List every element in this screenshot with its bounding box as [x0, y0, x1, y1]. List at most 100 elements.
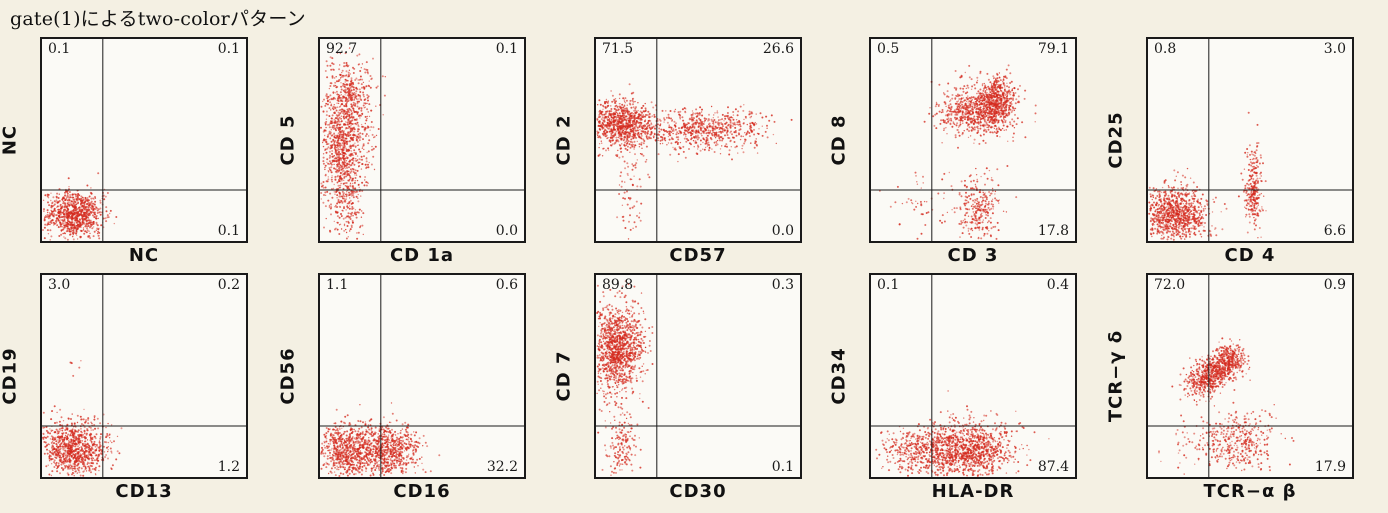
data-point	[340, 94, 342, 96]
data-point	[726, 145, 728, 148]
data-point	[617, 136, 619, 139]
data-point	[632, 137, 635, 140]
data-point	[696, 144, 699, 147]
data-point	[606, 132, 608, 134]
data-point	[701, 114, 704, 117]
data-point	[650, 131, 653, 133]
data-point	[344, 94, 346, 96]
data-point	[603, 134, 606, 137]
data-point	[345, 97, 347, 99]
data-point	[62, 200, 65, 203]
data-point	[677, 111, 680, 114]
data-point	[725, 143, 728, 146]
data-point	[668, 133, 670, 135]
data-point	[749, 122, 752, 125]
data-point	[993, 119, 996, 122]
data-point	[1000, 98, 1002, 101]
data-point	[100, 224, 103, 227]
data-point	[62, 232, 64, 235]
data-point	[668, 132, 671, 134]
data-point	[609, 141, 612, 143]
data-point	[982, 97, 985, 100]
data-point	[616, 153, 619, 156]
data-point	[967, 104, 970, 107]
data-point	[346, 100, 349, 103]
data-point	[336, 197, 338, 199]
data-point	[975, 113, 978, 115]
data-point	[344, 216, 347, 219]
data-point	[97, 208, 100, 211]
data-point	[355, 159, 358, 162]
data-point	[941, 109, 944, 111]
data-point	[625, 121, 628, 124]
data-point	[335, 76, 337, 78]
data-point	[996, 81, 998, 84]
data-point	[947, 82, 950, 85]
data-point	[345, 175, 348, 178]
data-point	[109, 212, 111, 215]
data-point	[56, 192, 59, 195]
data-point	[73, 222, 76, 224]
data-point	[979, 134, 982, 136]
data-point	[326, 103, 329, 106]
data-point	[360, 159, 362, 161]
data-point	[92, 206, 94, 208]
data-point	[72, 201, 74, 203]
data-point	[341, 108, 343, 111]
data-point	[772, 133, 775, 136]
data-point	[727, 123, 730, 126]
data-point	[335, 129, 337, 132]
data-point	[349, 130, 352, 133]
data-point	[986, 103, 988, 106]
data-point	[960, 117, 963, 120]
data-point	[350, 89, 353, 92]
data-point	[329, 115, 331, 117]
data-point	[649, 127, 652, 130]
data-point	[743, 104, 745, 106]
data-point	[80, 209, 83, 212]
data-point	[647, 120, 650, 122]
data-point	[960, 108, 962, 110]
data-point	[47, 201, 49, 204]
y-axis-label: NC	[0, 124, 21, 156]
data-point	[364, 179, 366, 181]
data-point	[680, 127, 683, 130]
data-point	[740, 135, 743, 138]
data-point	[336, 174, 339, 177]
data-point	[642, 154, 645, 157]
data-point	[975, 118, 977, 120]
data-point	[90, 223, 92, 226]
data-point	[604, 132, 607, 135]
data-point	[354, 104, 357, 107]
data-point	[75, 206, 78, 209]
data-point	[639, 126, 641, 128]
data-point	[80, 195, 83, 198]
data-point	[371, 133, 374, 136]
data-point	[647, 130, 650, 133]
data-point	[333, 220, 335, 223]
data-point	[63, 201, 65, 204]
data-point	[86, 203, 88, 206]
data-point	[1004, 86, 1006, 88]
data-point	[966, 84, 969, 87]
data-point	[345, 137, 347, 140]
data-point	[635, 225, 637, 228]
data-point	[331, 176, 333, 179]
data-point	[355, 213, 357, 216]
data-point	[328, 163, 331, 165]
data-point	[61, 226, 64, 228]
data-point	[358, 78, 361, 81]
data-point	[364, 106, 366, 108]
data-point	[359, 117, 361, 119]
data-point	[1002, 105, 1005, 107]
data-point	[330, 205, 332, 208]
data-point	[72, 201, 75, 204]
data-point	[753, 128, 755, 131]
data-point	[990, 85, 993, 88]
data-point	[970, 129, 973, 132]
data-point	[955, 88, 958, 91]
data-point	[932, 115, 935, 118]
data-point	[645, 135, 648, 138]
data-point	[364, 126, 367, 129]
data-point	[325, 118, 328, 120]
